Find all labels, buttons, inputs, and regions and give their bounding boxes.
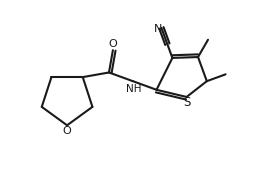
- Text: S: S: [183, 96, 190, 109]
- Text: O: O: [63, 126, 71, 136]
- Text: O: O: [108, 39, 117, 49]
- Text: N: N: [153, 24, 162, 34]
- Text: NH: NH: [126, 84, 142, 94]
